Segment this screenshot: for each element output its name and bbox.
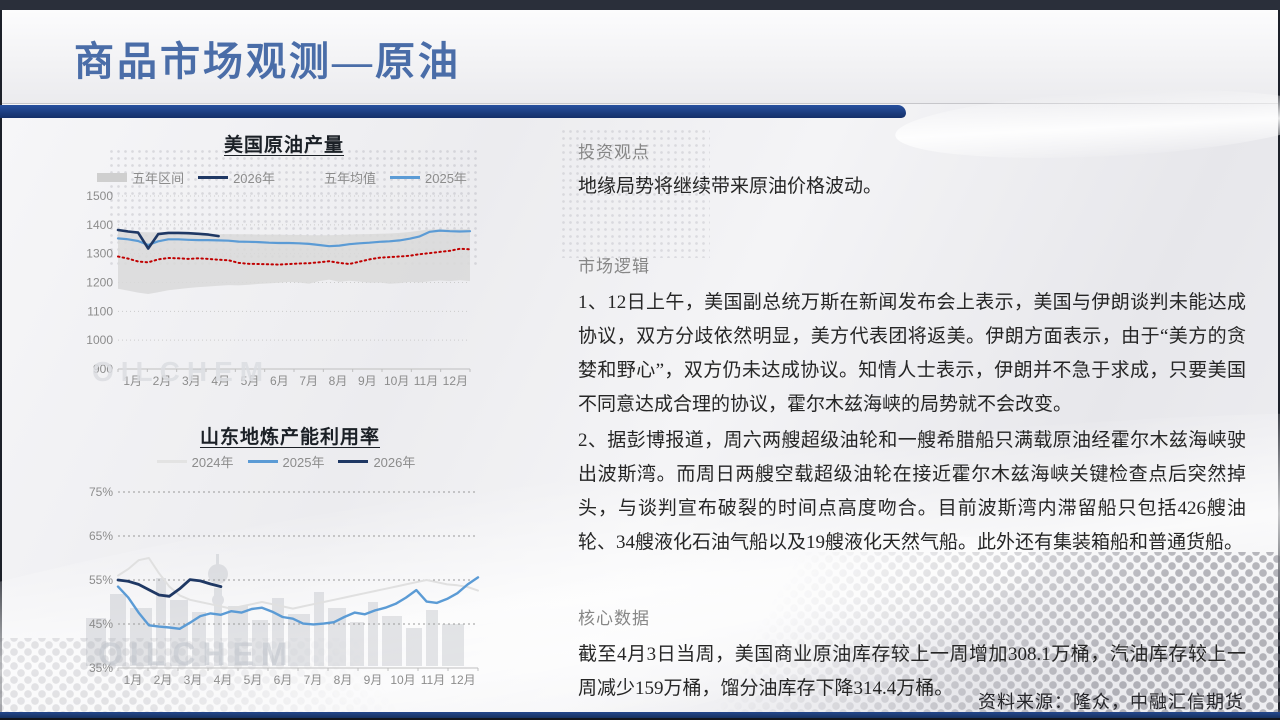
chart1-title: 美国原油产量	[223, 135, 344, 156]
logic-paragraph-1: 1、12日上午，美国副总统万斯在新闻发布会上表示，美国与伊朗谈判未能达成协议，双…	[578, 292, 1246, 415]
svg-text:3月: 3月	[184, 673, 203, 687]
page-title: 商品市场观测—原油	[74, 39, 461, 84]
chart1-canvas: 900 1000 1100 1200 1300 1400 1500 1月 2月 3月 4月 5月 6月 7…	[86, 189, 472, 388]
svg-text:75%: 75%	[89, 485, 113, 499]
svg-text:1月: 1月	[123, 374, 142, 388]
chart2-title: 山东地炼产能利用率	[199, 427, 380, 448]
legend-item: 五年均值	[324, 171, 377, 186]
title-underline-band	[0, 105, 906, 118]
top-strip	[0, 0, 1280, 10]
svg-text:1000: 1000	[86, 333, 113, 347]
viewpoint-heading: 投资观点	[578, 143, 650, 162]
svg-text:900: 900	[93, 362, 113, 376]
bottom-strip	[0, 712, 1280, 720]
svg-text:6月: 6月	[274, 673, 293, 687]
svg-text:6月: 6月	[270, 374, 289, 388]
core-data-heading: 核心数据	[578, 609, 650, 628]
svg-text:1400: 1400	[86, 218, 113, 232]
svg-text:10月: 10月	[390, 673, 415, 687]
svg-text:1200: 1200	[86, 276, 113, 290]
svg-text:7月: 7月	[299, 374, 318, 388]
svg-text:45%: 45%	[89, 617, 113, 631]
viewpoint-body: 地缘局势将继续带来原油价格波动。	[578, 176, 883, 197]
legend-item: 2026年	[198, 168, 275, 187]
svg-text:12月: 12月	[443, 374, 468, 388]
svg-text:7月: 7月	[304, 673, 323, 687]
svg-text:1300: 1300	[86, 247, 113, 261]
logic-heading: 市场逻辑	[578, 257, 650, 276]
svg-text:10月: 10月	[384, 374, 409, 388]
svg-text:3月: 3月	[182, 374, 201, 388]
svg-text:1500: 1500	[86, 189, 113, 203]
svg-text:12月: 12月	[450, 673, 475, 687]
svg-text:2月: 2月	[154, 673, 173, 687]
legend-item: 2025年	[390, 168, 467, 187]
legend-item: 2026年	[338, 452, 415, 471]
svg-text:1100: 1100	[87, 304, 113, 318]
legend-item: 2024年	[156, 452, 234, 471]
svg-text:8月: 8月	[334, 673, 353, 687]
logic-paragraph-2: 2、据彭博报道，周六两艘超级油轮和一艘希腊船只满载原油经霍尔木兹海峡驶出波斯湾。…	[578, 430, 1246, 553]
source-note: 资料来源：隆众，中融汇信期货	[978, 692, 1244, 712]
svg-text:8月: 8月	[329, 374, 348, 388]
svg-text:65%: 65%	[89, 529, 113, 543]
chart1-legend: 五年区间 2026年 五年均值 2025年	[82, 168, 482, 187]
svg-text:5月: 5月	[241, 374, 260, 388]
svg-text:11月: 11月	[414, 374, 438, 388]
svg-text:4月: 4月	[214, 673, 233, 687]
core-data-body: 截至4月3日当周，美国商业原油库存较上一周增加308.1万桶，汽油库存较上一周减…	[578, 644, 1246, 699]
svg-text:4月: 4月	[211, 374, 230, 388]
legend-item: 五年区间	[97, 168, 184, 187]
legend-item: 2025年	[247, 452, 324, 471]
svg-text:2月: 2月	[153, 374, 172, 388]
svg-text:9月: 9月	[358, 374, 377, 388]
svg-text:9月: 9月	[364, 673, 383, 687]
chart2-canvas: 35% 45% 55% 65% 75% 1月 2月 3月 4月 5月 6月 7月 8月 9月 10月 11月 1…	[89, 485, 480, 687]
chart2-legend: 2024年 2025年 2026年	[86, 452, 486, 471]
svg-text:5月: 5月	[244, 673, 263, 687]
svg-text:1月: 1月	[124, 673, 143, 687]
svg-text:11月: 11月	[421, 673, 445, 687]
svg-text:55%: 55%	[89, 573, 113, 587]
svg-text:35%: 35%	[89, 661, 113, 675]
